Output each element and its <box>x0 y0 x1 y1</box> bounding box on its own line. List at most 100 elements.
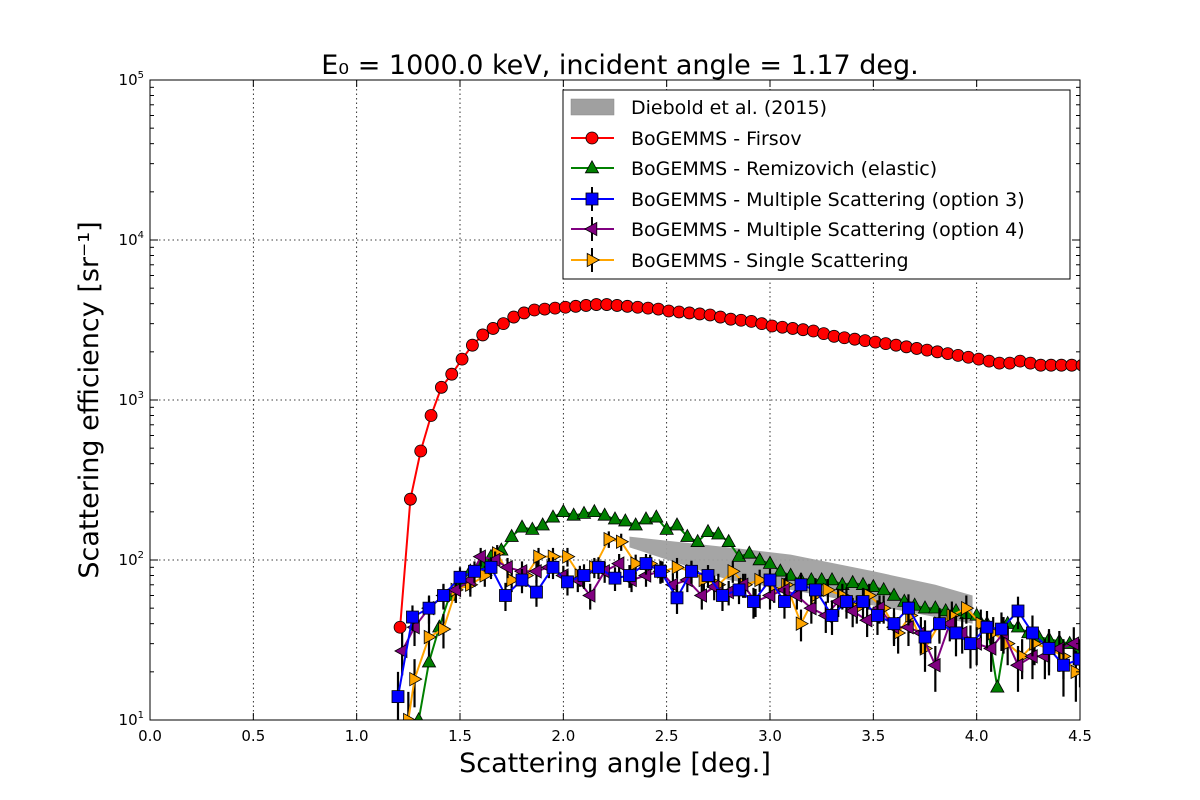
marker-triangle-left <box>1009 657 1024 673</box>
marker-circle <box>486 322 500 335</box>
marker-triangle-up <box>618 513 633 527</box>
marker-triangle-up <box>700 523 716 538</box>
legend-label: BoGEMMS - Multiple Scattering (option 4) <box>631 219 1025 241</box>
x-tick-label: 4.5 <box>1068 727 1092 745</box>
series-0 <box>393 298 1080 634</box>
marker-triangle-left <box>583 221 598 237</box>
marker-square <box>406 610 419 624</box>
marker-triangle-left <box>776 582 790 598</box>
marker-square <box>608 571 622 585</box>
marker-circle <box>424 409 438 422</box>
marker-circle <box>982 354 996 368</box>
marker-circle <box>1024 356 1037 370</box>
marker-triangle-right <box>423 629 438 645</box>
marker-square <box>902 601 915 615</box>
marker-triangle-up <box>845 574 860 589</box>
chart-title: E₀ = 1000.0 keV, incident angle = 1.17 d… <box>321 50 919 81</box>
marker-square <box>561 575 574 589</box>
x-tick-label: 2.5 <box>655 727 679 745</box>
marker-triangle-up <box>414 711 424 720</box>
marker-circle <box>393 620 407 634</box>
marker-triangle-right <box>671 560 686 575</box>
marker-triangle-up <box>659 521 674 535</box>
marker-square <box>422 601 436 615</box>
marker-triangle-left <box>983 641 997 656</box>
marker-square <box>670 591 684 605</box>
legend-box <box>562 89 1071 280</box>
marker-circle <box>434 380 448 394</box>
y-tick-label: 103 <box>119 390 144 409</box>
marker-square <box>654 564 667 578</box>
marker-circle <box>962 350 975 364</box>
marker-triangle-up <box>752 551 767 566</box>
marker-triangle-up <box>649 509 664 523</box>
marker-triangle-up <box>773 563 788 577</box>
marker-square <box>1011 604 1025 618</box>
marker-triangle-left <box>499 560 513 575</box>
marker-circle <box>745 314 758 328</box>
marker-triangle-up <box>607 511 623 525</box>
marker-triangle-left <box>528 564 542 579</box>
marker-triangle-up <box>990 679 1005 693</box>
marker-triangle-up <box>504 528 519 542</box>
marker-triangle-up <box>584 159 600 174</box>
marker-triangle-right <box>630 556 644 571</box>
marker-square <box>995 622 1008 636</box>
marker-triangle-up <box>587 503 602 518</box>
x-axis-ticks: 0.0 0.5 1.0 1.5 2.0 2.5 3.0 3.5 4.0 4.5 <box>138 80 1092 745</box>
marker-square <box>918 630 932 644</box>
legend-label: BoGEMMS - Firsov <box>631 128 802 150</box>
marker-square <box>546 560 560 574</box>
marker-triangle-up <box>886 587 902 601</box>
marker-triangle-right <box>562 549 576 564</box>
marker-circle <box>972 352 986 366</box>
marker-triangle-right <box>586 252 601 268</box>
marker-triangle-right <box>409 671 423 687</box>
series-layer <box>391 298 1080 720</box>
marker-circle <box>1003 356 1017 370</box>
marker-triangle-up <box>597 507 612 521</box>
marker-square <box>623 569 636 582</box>
marker-triangle-right <box>533 549 547 564</box>
marker-circle <box>476 328 490 342</box>
marker-circle <box>1013 354 1027 368</box>
marker-square <box>391 690 405 704</box>
marker-circle <box>465 338 479 352</box>
marker-square <box>809 583 822 597</box>
x-tick-label: 1.0 <box>345 727 369 745</box>
marker-triangle-left <box>582 588 596 603</box>
legend-label: Diebold et al. (2015) <box>631 97 827 119</box>
marker-triangle-left <box>927 657 941 673</box>
marker-triangle-up <box>742 545 757 559</box>
marker-square <box>871 609 884 622</box>
marker-circle <box>755 317 769 331</box>
marker-triangle-up <box>421 654 437 668</box>
marker-square <box>732 583 746 597</box>
marker-square <box>840 595 853 608</box>
marker-circle <box>403 492 417 506</box>
marker-square <box>468 564 481 578</box>
marker-square <box>856 595 870 608</box>
marker-triangle-left <box>803 600 817 616</box>
x-tick-label: 1.5 <box>448 727 472 745</box>
x-tick-label: 0.0 <box>138 727 162 745</box>
marker-square <box>453 570 467 584</box>
marker-triangle-up <box>721 533 736 547</box>
legend-label: BoGEMMS - Remizovich (elastic) <box>631 158 937 180</box>
marker-square <box>747 595 760 608</box>
marker-square <box>980 620 994 634</box>
series-2 <box>391 554 1080 720</box>
marker-square <box>1057 658 1070 672</box>
marker-triangle-up <box>669 517 685 531</box>
marker-square <box>964 637 977 651</box>
marker-square <box>585 192 599 206</box>
marker-triangle-right <box>403 712 417 720</box>
legend: Diebold et al. (2015) BoGEMMS - Firsov BoG… <box>562 89 1071 280</box>
marker-triangle-right <box>547 549 562 564</box>
marker-triangle-right <box>961 600 975 616</box>
marker-triangle-right <box>795 616 810 631</box>
marker-circle <box>951 348 965 362</box>
marker-square <box>794 578 808 592</box>
marker-triangle-right <box>727 564 741 579</box>
